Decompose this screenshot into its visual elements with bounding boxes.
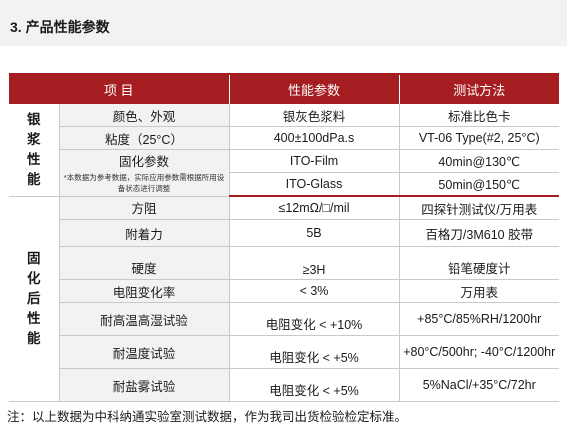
table-row: 银浆性能 颜色、外观 银灰色浆料 标准比色卡	[9, 104, 559, 197]
cure-note: *本数据为参考数据，实际应用参数需根据所用设备状态进行调整	[63, 172, 225, 193]
item-cell: 耐盐雾试验	[59, 368, 230, 402]
group-label-silver: 银浆性能	[9, 104, 60, 197]
table-row: 固化后性能 方阻 ≤12mΩ/□/mil 四探针测试仪/万用表	[9, 196, 559, 402]
table-header-row: 项 目 性能参数 测试方法	[9, 75, 559, 104]
cure-item-label: 固化参数	[118, 154, 169, 169]
table-row: 耐温度试验 电阻变化 < +5% +80°C/500hr; -40°C/1200…	[9, 335, 559, 369]
section-header-bar	[0, 0, 567, 46]
table-row: ITO-Glass 50min@150℃	[9, 172, 559, 197]
param-cell: ITO-Glass	[229, 172, 400, 197]
group-label-cured-text: 固化后性能	[9, 249, 58, 349]
group-label-char: 银	[27, 111, 41, 127]
method-cell: VT-06 Type(#2, 25°C)	[399, 126, 559, 150]
group-label-char: 性	[27, 151, 41, 167]
table-row: 耐盐雾试验 电阻变化 < +5% 5%NaCl/+35°C/72hr	[9, 368, 559, 402]
param-cell: 电阻变化 < +5%	[229, 335, 400, 369]
item-cell: 耐温度试验	[59, 335, 230, 369]
method-cell: 标准比色卡	[399, 104, 559, 127]
method-cell: 50min@150℃	[399, 172, 559, 197]
method-cell: +80°C/500hr; -40°C/1200hr	[399, 335, 559, 369]
param-cell: 电阻变化 < +10%	[229, 302, 400, 336]
group-label-silver-text: 银浆性能	[9, 110, 58, 190]
group-label-char: 后	[27, 290, 41, 306]
method-cell: 5%NaCl/+35°C/72hr	[399, 368, 559, 402]
item-cell-cure: 固化参数 *本数据为参考数据，实际应用参数需根据所用设备状态进行调整	[59, 149, 230, 197]
section-title: 3. 产品性能参数	[10, 19, 110, 35]
method-cell: 百格刀/3M610 胶带	[399, 219, 559, 247]
group-label-char: 性	[27, 310, 41, 326]
table-row: 电阻变化率 < 3% 万用表	[9, 279, 559, 303]
group-label-cured: 固化后性能	[9, 196, 60, 402]
table-row: 粘度（25°C） 400±100dPa.s VT-06 Type(#2, 25°…	[9, 126, 559, 150]
table-row: 固化参数 *本数据为参考数据，实际应用参数需根据所用设备状态进行调整 ITO-F…	[9, 149, 559, 197]
param-cell: 银灰色浆料	[229, 104, 400, 127]
group-label-char: 浆	[27, 131, 41, 147]
method-cell: 万用表	[399, 279, 559, 303]
item-cell: 颜色、外观	[59, 104, 230, 127]
item-cell: 电阻变化率	[59, 279, 230, 303]
method-cell: 四探针测试仪/万用表	[399, 196, 559, 220]
table-row: 硬度 ≥3H 铅笔硬度计	[9, 246, 559, 280]
item-cell: 附着力	[59, 219, 230, 247]
spec-table: 项 目 性能参数 测试方法 银浆性能 颜色、外观 银灰色浆料 标准比色卡 粘度（…	[9, 75, 559, 402]
header-item: 项 目	[9, 75, 230, 104]
method-cell: +85°C/85%RH/1200hr	[399, 302, 559, 336]
item-cell: 粘度（25°C）	[59, 126, 230, 150]
method-cell: 铅笔硬度计	[399, 246, 559, 280]
item-cell: 硬度	[59, 246, 230, 280]
param-cell: 5B	[229, 219, 400, 247]
table-row: 耐高温高湿试验 电阻变化 < +10% +85°C/85%RH/1200hr	[9, 302, 559, 336]
item-cell: 耐高温高湿试验	[59, 302, 230, 336]
header-method: 测试方法	[399, 75, 559, 104]
footnote: 注：以上数据为中科纳通实验室测试数据，作为我司出货检验检定标准。	[7, 410, 408, 424]
group-label-char: 固	[27, 250, 41, 266]
param-cell: ITO-Film	[229, 149, 400, 173]
param-cell: ≤12mΩ/□/mil	[229, 196, 400, 220]
header-param: 性能参数	[229, 75, 400, 104]
param-cell: 电阻变化 < +5%	[229, 368, 400, 402]
param-cell: 400±100dPa.s	[229, 126, 400, 150]
table-row: 附着力 5B 百格刀/3M610 胶带	[9, 219, 559, 247]
method-cell: 40min@130℃	[399, 149, 559, 173]
group-label-char: 化	[27, 270, 41, 286]
param-cell: < 3%	[229, 279, 400, 303]
param-cell: ≥3H	[229, 246, 400, 280]
item-cell: 方阻	[59, 196, 230, 220]
group-label-char: 能	[27, 171, 41, 187]
group-label-char: 能	[27, 330, 41, 346]
table-top-rule	[9, 73, 559, 75]
